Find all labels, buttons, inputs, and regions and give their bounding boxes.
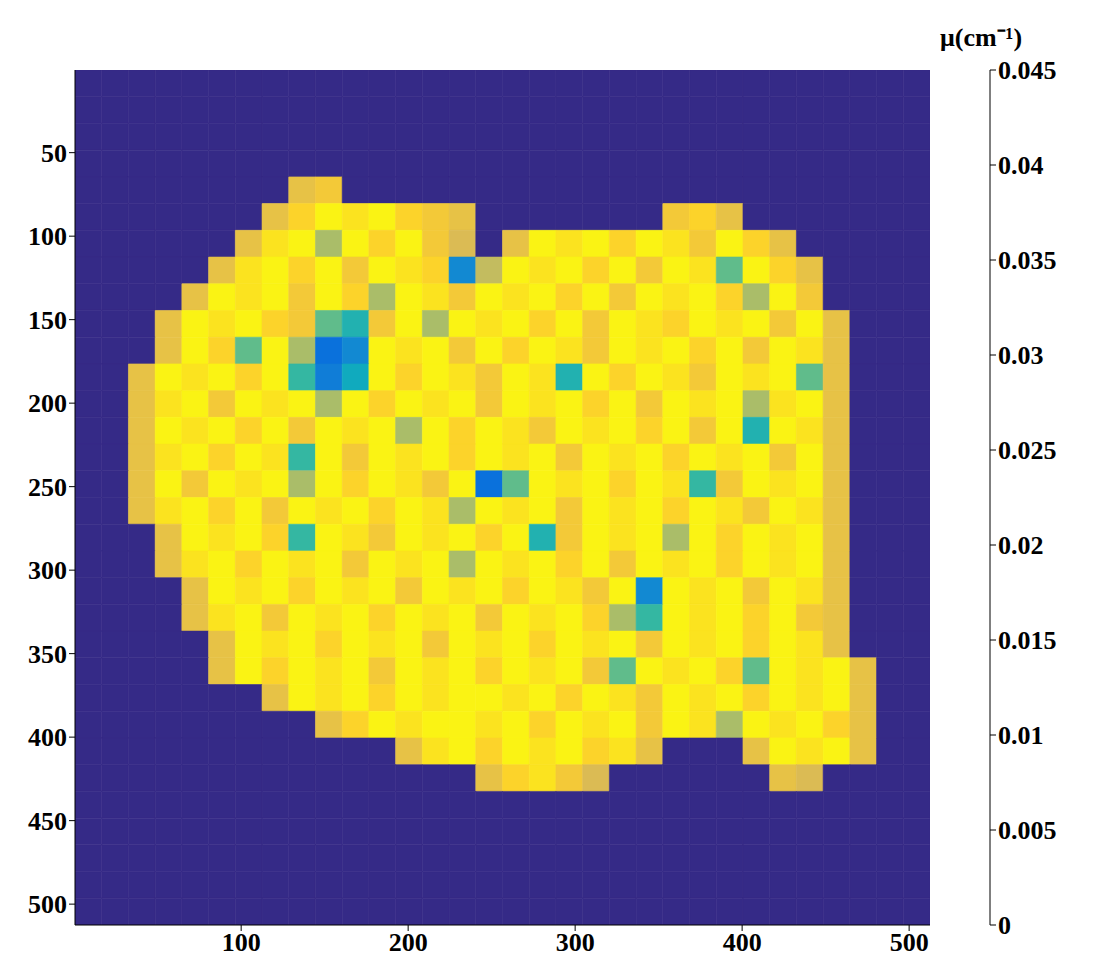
svg-text:0.03: 0.03 <box>998 341 1044 370</box>
svg-text:300: 300 <box>28 556 67 585</box>
svg-text:200: 200 <box>389 928 428 957</box>
svg-text:450: 450 <box>28 807 67 836</box>
svg-text:200: 200 <box>28 389 67 418</box>
svg-text:100: 100 <box>222 928 261 957</box>
svg-text:350: 350 <box>28 640 67 669</box>
svg-text:0.045: 0.045 <box>998 56 1057 85</box>
html-text:μ(cm⁻¹): μ(cm⁻¹) <box>940 23 1023 52</box>
svg-text:0: 0 <box>998 911 1011 940</box>
svg-text:0.02: 0.02 <box>998 531 1044 560</box>
svg-text:0.035: 0.035 <box>998 246 1057 275</box>
svg-text:0.01: 0.01 <box>998 721 1044 750</box>
svg-text:300: 300 <box>556 928 595 957</box>
svg-text:400: 400 <box>28 723 67 752</box>
svg-text:0.015: 0.015 <box>998 626 1057 655</box>
svg-text:0.04: 0.04 <box>998 151 1044 180</box>
svg-text:0.025: 0.025 <box>998 436 1057 465</box>
svg-text:500: 500 <box>890 928 929 957</box>
svg-text:250: 250 <box>28 473 67 502</box>
svg-text:400: 400 <box>723 928 762 957</box>
svg-text:150: 150 <box>28 306 67 335</box>
svg-text:0.005: 0.005 <box>998 816 1057 845</box>
svg-text:500: 500 <box>28 890 67 919</box>
svg-text:100: 100 <box>28 222 67 251</box>
svg-text:50: 50 <box>41 139 67 168</box>
